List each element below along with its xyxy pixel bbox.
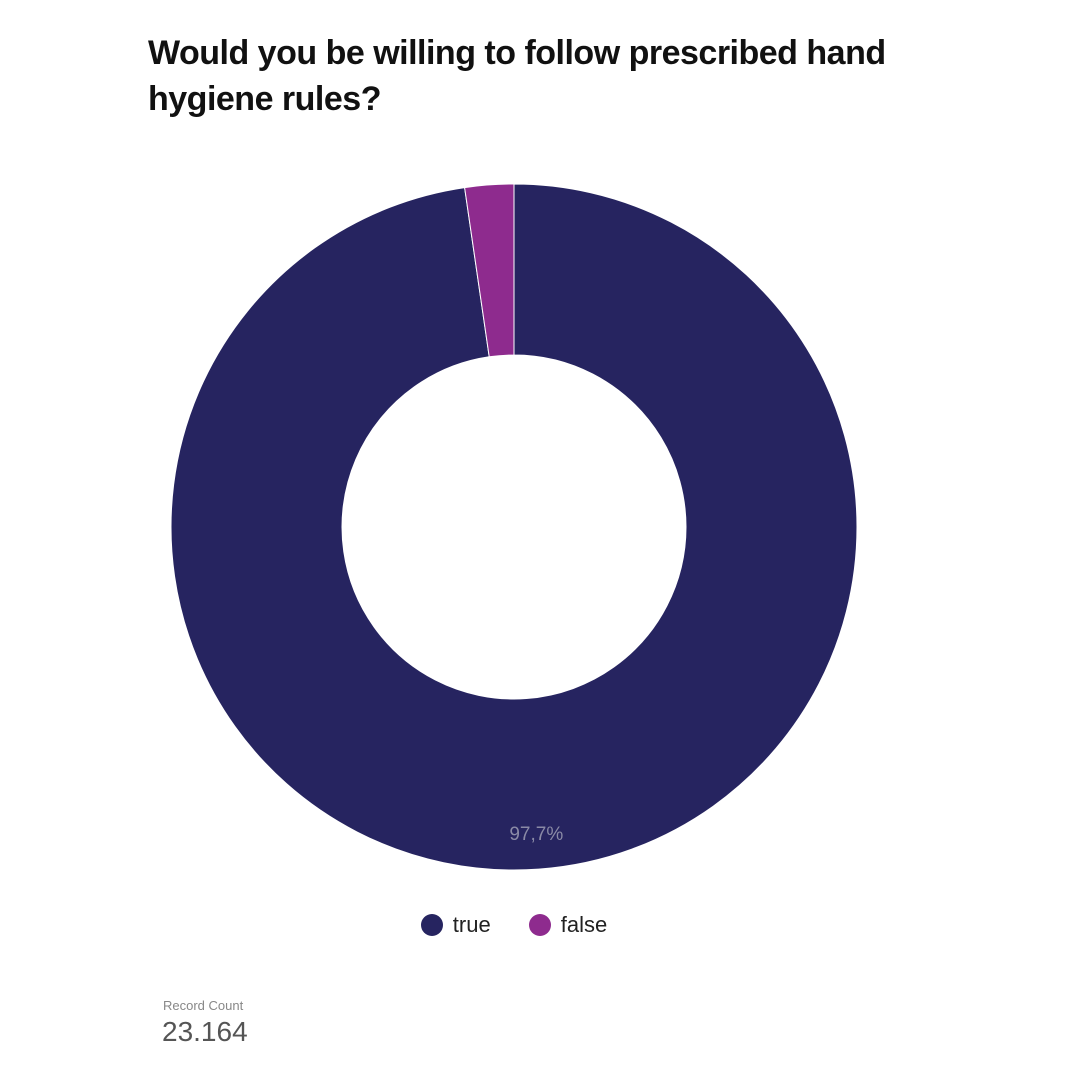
legend-label-false: false (560, 912, 608, 937)
record-count-label: Record Count (163, 998, 244, 1013)
legend-swatch-false (528, 914, 551, 936)
chart-title: Would you be willing to follow prescribe… (148, 34, 886, 118)
legend-item-false[interactable]: false (528, 912, 608, 938)
slice-label-true: 97,7% (509, 824, 563, 845)
chart-legend: true false (0, 912, 1028, 938)
legend-label-true: true (452, 912, 491, 937)
legend-swatch-true (420, 914, 443, 936)
donut-slice-true[interactable] (170, 183, 858, 871)
legend-item-true[interactable]: true (420, 912, 491, 938)
donut-slice-false[interactable] (464, 183, 515, 358)
record-count-value: 23.164 (162, 1016, 248, 1047)
